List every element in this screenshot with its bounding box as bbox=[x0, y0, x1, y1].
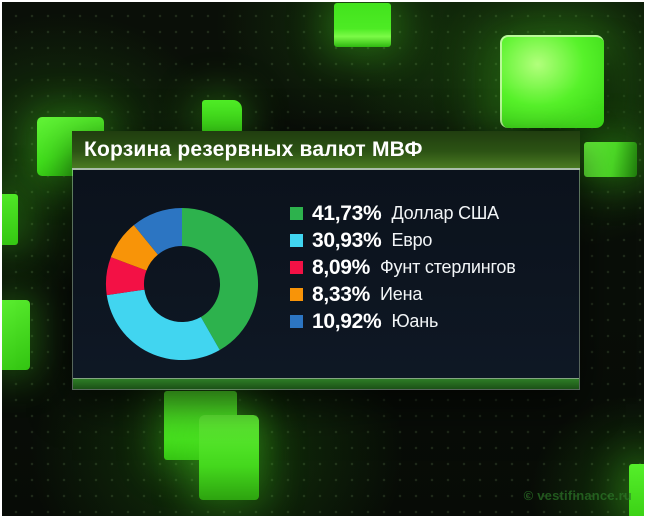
chart-legend: 41,73% Доллар США 30,93% Евро 8,09% Фунт… bbox=[290, 200, 516, 335]
legend-item-eur: 30,93% Евро bbox=[290, 227, 516, 254]
panel-body-frame: 41,73% Доллар США 30,93% Евро 8,09% Фунт… bbox=[72, 170, 580, 390]
legend-label: Доллар США bbox=[391, 203, 499, 223]
legend-value: 41,73% bbox=[312, 201, 382, 225]
legend-value: 8,09% bbox=[312, 255, 371, 279]
legend-value: 8,33% bbox=[312, 282, 371, 306]
green-cube-above-panel bbox=[202, 100, 242, 133]
legend-swatch bbox=[290, 261, 303, 274]
legend-label: Фунт стерлингов bbox=[380, 257, 516, 277]
donut-slice bbox=[105, 257, 147, 296]
legend-item-usd: 41,73% Доллар США bbox=[290, 200, 516, 227]
legend-label: Юань bbox=[391, 311, 439, 331]
green-cube-below-panel-2 bbox=[199, 415, 259, 500]
legend-swatch bbox=[290, 315, 303, 328]
legend-value: 30,93% bbox=[312, 228, 382, 252]
chart-panel: Корзина резервных валют МВФ 41,73% Долла… bbox=[72, 131, 580, 390]
green-cube-top bbox=[334, 3, 391, 47]
panel-title: Корзина резервных валют МВФ bbox=[72, 131, 580, 170]
donut-chart bbox=[105, 207, 259, 361]
legend-swatch bbox=[290, 234, 303, 247]
legend-item-jpy: 8,33% Иена bbox=[290, 281, 516, 308]
legend-item-cny: 10,92% Юань bbox=[290, 308, 516, 335]
legend-swatch bbox=[290, 207, 303, 220]
donut-slice bbox=[133, 207, 182, 255]
watermark: © vestifinance.ru bbox=[523, 488, 632, 503]
green-cube-left-edge bbox=[2, 194, 18, 245]
legend-swatch bbox=[290, 288, 303, 301]
legend-item-gbp: 8,09% Фунт стерлингов bbox=[290, 254, 516, 281]
legend-value: 10,92% bbox=[312, 309, 382, 333]
donut-slice bbox=[182, 207, 259, 351]
green-cube-left-lower bbox=[2, 300, 30, 370]
legend-label: Иена bbox=[380, 284, 423, 304]
donut-slice bbox=[110, 225, 158, 271]
green-cube-right-small bbox=[584, 142, 637, 177]
panel-bottom-strip bbox=[73, 378, 579, 389]
green-cube-large-right bbox=[500, 35, 604, 128]
green-cube-bottom-right bbox=[629, 464, 644, 516]
legend-label: Евро bbox=[391, 230, 433, 250]
donut-slice bbox=[106, 289, 220, 361]
panel-body: 41,73% Доллар США 30,93% Евро 8,09% Фунт… bbox=[73, 170, 579, 378]
